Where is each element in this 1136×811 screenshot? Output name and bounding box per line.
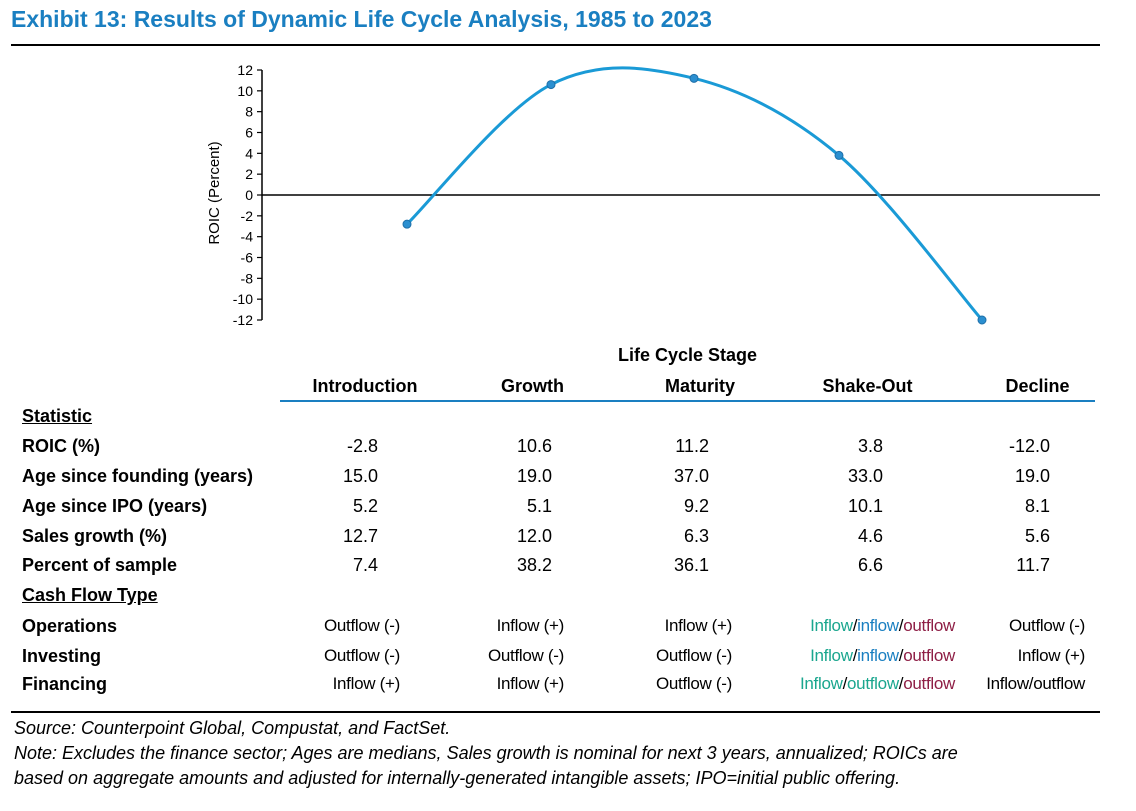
data-point-maturity [689, 73, 699, 83]
stat-cell: 11.7 [1016, 555, 1050, 575]
y-tick-label: 6 [245, 125, 253, 141]
stage-header-row: Introduction Growth Maturity Shake-Out D… [280, 376, 1095, 402]
data-point-decline [977, 315, 987, 325]
exhibit-title: Exhibit 13: Results of Dynamic Life Cycl… [11, 6, 712, 32]
stage-col-decline: Decline [1005, 376, 1070, 396]
y-axis-label: ROIC (Percent) [206, 141, 223, 244]
cashflow-cell-shake-out: Inflow/outflow/outflow [799, 674, 955, 693]
row-label: Investing [22, 646, 102, 666]
cashflow-cell: Outflow (-) [1008, 616, 1085, 635]
y-tick-label: 12 [237, 62, 253, 78]
stat-cell: 10.1 [847, 496, 883, 516]
cashflow-cell: Inflow (+) [664, 616, 733, 635]
statistic-label: Statistic [22, 406, 93, 426]
y-tick-label: 0 [245, 187, 253, 203]
stat-cell: 9.2 [683, 496, 709, 516]
stat-row-roic: ROIC (%) -2.8 10.6 11.2 3.8 -12.0 [0, 436, 1136, 462]
y-tick-label: -2 [241, 208, 254, 224]
y-tick-label: -8 [241, 270, 254, 286]
stat-cell: -2.8 [346, 436, 378, 456]
stat-cell: 10.6 [516, 436, 552, 456]
statistic-section-header: Statistic [0, 406, 1136, 432]
stat-cell: 6.3 [683, 526, 709, 546]
stat-row-age-ipo: Age since IPO (years) 5.2 5.1 9.2 10.1 8… [0, 496, 1136, 522]
cashflow-row-investing: Investing Outflow (-) Outflow (-) Outflo… [0, 646, 1136, 672]
cashflow-row-operations: Operations Outflow (-) Inflow (+) Inflow… [0, 616, 1136, 642]
footnotes: Source: Counterpoint Global, Compustat, … [14, 716, 1114, 791]
stat-cell: 5.2 [352, 496, 378, 516]
stat-cell: 12.7 [342, 526, 378, 546]
row-label: ROIC (%) [22, 436, 100, 456]
stat-cell: -12.0 [1008, 436, 1050, 456]
stat-cell: 7.4 [352, 555, 378, 575]
y-tick-label: -12 [233, 312, 253, 328]
stat-cell: 19.0 [1014, 466, 1050, 486]
cashflow-cell-shake-out: Inflow/inflow/outflow [810, 646, 955, 665]
row-label: Financing [22, 674, 107, 694]
cashflow-cell: Inflow (+) [496, 616, 565, 635]
cashflow-cell: Outflow (-) [655, 646, 732, 665]
y-tick-label: -6 [241, 250, 254, 266]
stat-cell: 5.1 [526, 496, 552, 516]
row-label: Sales growth (%) [22, 526, 168, 546]
y-tick-label: 2 [245, 166, 253, 182]
stat-cell: 5.6 [1024, 526, 1050, 546]
stage-col-introduction: Introduction [312, 376, 418, 396]
cashflow-section-header: Cash Flow Type [0, 585, 1136, 611]
y-tick-label: 4 [245, 145, 253, 161]
stat-cell: 38.2 [516, 555, 552, 575]
cashflow-cell: Outflow (-) [487, 646, 564, 665]
data-point-introduction [402, 219, 412, 229]
y-tick-label: 10 [237, 83, 253, 99]
stat-cell: 4.6 [857, 526, 883, 546]
stat-row-percent-sample: Percent of sample 7.4 38.2 36.1 6.6 11.7 [0, 555, 1136, 581]
stat-cell: 6.6 [857, 555, 883, 575]
stat-cell: 19.0 [516, 466, 552, 486]
note-line-1: Note: Excludes the finance sector; Ages … [14, 743, 958, 763]
cashflow-cell: Outflow (-) [655, 674, 732, 693]
stage-col-shake-out: Shake-Out [822, 376, 913, 396]
stat-cell: 33.0 [847, 466, 883, 486]
stat-cell: 3.8 [857, 436, 883, 456]
stage-col-growth: Growth [501, 376, 564, 396]
y-tick-label: 8 [245, 104, 253, 120]
stat-row-age-founding: Age since founding (years) 15.0 19.0 37.… [0, 466, 1136, 492]
cashflow-cell: Inflow/outflow [986, 674, 1085, 693]
bottom-rule [11, 711, 1100, 713]
y-tick-label: -10 [233, 291, 253, 307]
cashflow-cell-shake-out: Inflow/inflow/outflow [810, 616, 955, 635]
source-note: Source: Counterpoint Global, Compustat, … [14, 718, 451, 738]
stat-cell: 37.0 [673, 466, 709, 486]
y-tick-label: -4 [241, 229, 254, 245]
cashflow-cell: Outflow (-) [323, 616, 400, 635]
stat-cell: 12.0 [516, 526, 552, 546]
top-rule [11, 44, 1100, 46]
stat-cell: 15.0 [342, 466, 378, 486]
row-label: Operations [22, 616, 118, 636]
roic-series-line [405, 66, 984, 321]
data-point-growth [546, 80, 556, 90]
stat-cell: 8.1 [1024, 496, 1050, 516]
cashflow-row-financing: Financing Inflow (+) Inflow (+) Outflow … [0, 674, 1136, 700]
life-cycle-stage-header: Life Cycle Stage [617, 345, 758, 365]
cashflow-type-label: Cash Flow Type [22, 585, 158, 605]
data-point-shake-out [834, 150, 844, 160]
stat-row-sales-growth: Sales growth (%) 12.7 12.0 6.3 4.6 5.6 [0, 526, 1136, 552]
roic-line-chart: 12 10 8 6 4 2 0 -2 -4 -6 -8 -10 -12 ROIC (Percent) [206, 62, 1100, 328]
cashflow-cell: Inflow (+) [332, 674, 401, 693]
cashflow-cell: Inflow (+) [1017, 646, 1086, 665]
stat-cell: 36.1 [673, 555, 709, 575]
cashflow-cell: Outflow (-) [323, 646, 400, 665]
cashflow-cell: Inflow (+) [496, 674, 565, 693]
row-label: Percent of sample [22, 555, 178, 575]
row-label: Age since IPO (years) [22, 496, 208, 516]
stat-cell: 11.2 [675, 436, 709, 456]
stage-col-maturity: Maturity [664, 376, 735, 396]
row-label: Age since founding (years) [22, 466, 254, 486]
note-line-2: based on aggregate amounts and adjusted … [14, 768, 901, 788]
